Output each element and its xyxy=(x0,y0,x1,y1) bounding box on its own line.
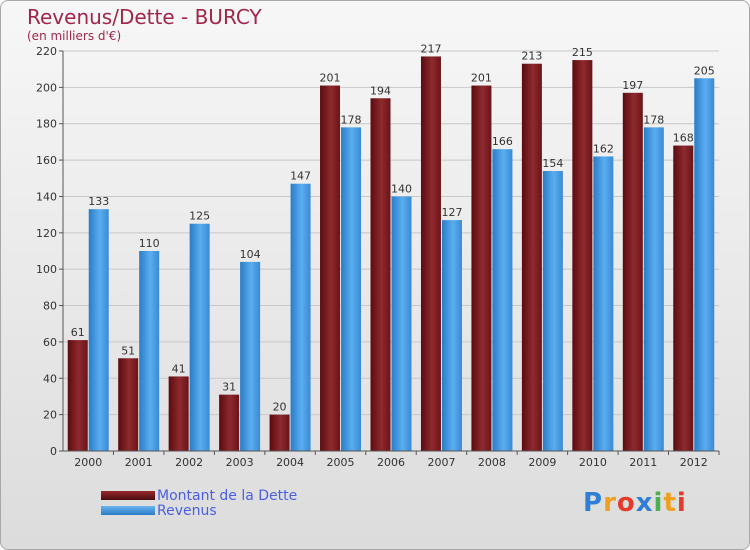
data-label: 51 xyxy=(121,344,135,357)
legend-label-dette: Montant de la Dette xyxy=(157,487,298,504)
x-tick-label: 2007 xyxy=(427,456,455,469)
bar-dette xyxy=(269,414,290,451)
bar-revenus xyxy=(643,127,664,451)
data-label: 168 xyxy=(673,132,694,145)
y-tick-label: 80 xyxy=(43,300,57,313)
data-label: 178 xyxy=(341,113,362,126)
y-tick-label: 120 xyxy=(36,227,57,240)
logo-letter: i xyxy=(653,488,664,518)
legend-swatch-dette xyxy=(101,491,155,500)
x-tick-label: 2004 xyxy=(276,456,304,469)
data-label: 201 xyxy=(471,72,492,85)
bar-revenus xyxy=(189,223,210,451)
x-tick-label: 2005 xyxy=(327,456,355,469)
y-tick-label: 20 xyxy=(43,409,57,422)
x-tick-label: 2006 xyxy=(377,456,405,469)
bar-dette xyxy=(673,145,694,451)
bar-dette xyxy=(168,376,189,451)
logo-letter: t xyxy=(663,488,677,518)
legend: Montant de la Dette Revenus xyxy=(101,487,298,519)
data-label: 41 xyxy=(172,362,186,375)
data-label: 217 xyxy=(420,42,441,55)
x-tick-label: 2002 xyxy=(175,456,203,469)
bar-dette xyxy=(471,85,492,451)
bar-dette xyxy=(572,60,593,451)
chart-title: Revenus/Dette - BURCY xyxy=(27,5,262,29)
y-tick-label: 160 xyxy=(36,154,57,167)
bar-revenus xyxy=(492,149,513,451)
data-label: 31 xyxy=(222,381,236,394)
bar-dette xyxy=(219,394,240,451)
data-label: 61 xyxy=(71,326,85,339)
bar-dette xyxy=(118,358,139,451)
data-label: 110 xyxy=(139,237,160,250)
logo-letter: r xyxy=(603,488,617,518)
y-tick-label: 140 xyxy=(36,190,57,203)
bar-revenus xyxy=(391,196,412,451)
x-tick-label: 2012 xyxy=(680,456,708,469)
data-label: 104 xyxy=(240,248,261,261)
bar-revenus xyxy=(240,261,261,451)
y-tick-label: 60 xyxy=(43,336,57,349)
y-tick-label: 0 xyxy=(50,445,57,458)
data-label: 178 xyxy=(643,113,664,126)
logo-letter: o xyxy=(616,488,636,518)
bar-revenus xyxy=(542,171,563,451)
x-tick-label: 2009 xyxy=(528,456,556,469)
logo-letter: i xyxy=(676,488,687,518)
x-tick-label: 2001 xyxy=(125,456,153,469)
data-label: 201 xyxy=(320,72,341,85)
bar-dette xyxy=(521,63,542,452)
y-tick-label: 220 xyxy=(36,45,57,58)
bar-revenus xyxy=(139,251,160,451)
data-label: 194 xyxy=(370,84,391,97)
data-label: 215 xyxy=(572,46,593,59)
bar-revenus xyxy=(88,209,109,451)
data-label: 205 xyxy=(694,64,715,77)
y-tick-label: 180 xyxy=(36,118,57,131)
bar-revenus xyxy=(441,220,462,451)
data-label: 197 xyxy=(622,79,643,92)
logo-letter: x xyxy=(635,488,654,518)
bar-dette xyxy=(622,92,643,452)
bar-revenus xyxy=(290,183,311,451)
data-label: 213 xyxy=(521,50,542,63)
x-tick-label: 2003 xyxy=(226,456,254,469)
logo-letter: P xyxy=(583,488,604,518)
data-label: 20 xyxy=(273,401,287,414)
data-label: 162 xyxy=(593,142,614,155)
bar-dette xyxy=(420,56,441,452)
data-label: 125 xyxy=(189,210,210,223)
x-tick-label: 2010 xyxy=(579,456,607,469)
data-label: 154 xyxy=(542,157,563,170)
data-label: 140 xyxy=(391,182,412,195)
bar-dette xyxy=(370,98,391,451)
bar-revenus xyxy=(341,127,362,451)
legend-swatch-revenus xyxy=(101,506,155,515)
legend-label-revenus: Revenus xyxy=(157,502,217,519)
bar-revenus xyxy=(694,78,715,451)
bar-revenus xyxy=(593,156,614,452)
proxiti-logo: Proxiti xyxy=(583,488,687,518)
bar-dette xyxy=(67,340,88,451)
x-tick-label: 2000 xyxy=(74,456,102,469)
y-tick-label: 100 xyxy=(36,263,57,276)
data-label: 147 xyxy=(290,170,311,183)
x-tick-label: 2008 xyxy=(478,456,506,469)
y-tick-label: 40 xyxy=(43,372,57,385)
data-label: 133 xyxy=(88,195,109,208)
data-label: 127 xyxy=(441,206,462,219)
data-label: 166 xyxy=(492,135,513,148)
legend-item-dette: Montant de la Dette xyxy=(101,487,298,504)
y-tick-label: 200 xyxy=(36,81,57,94)
x-tick-label: 2011 xyxy=(629,456,657,469)
legend-item-revenus: Revenus xyxy=(101,502,297,519)
bar-dette xyxy=(320,85,341,451)
chart-subtitle: (en milliers d'€) xyxy=(27,29,122,43)
